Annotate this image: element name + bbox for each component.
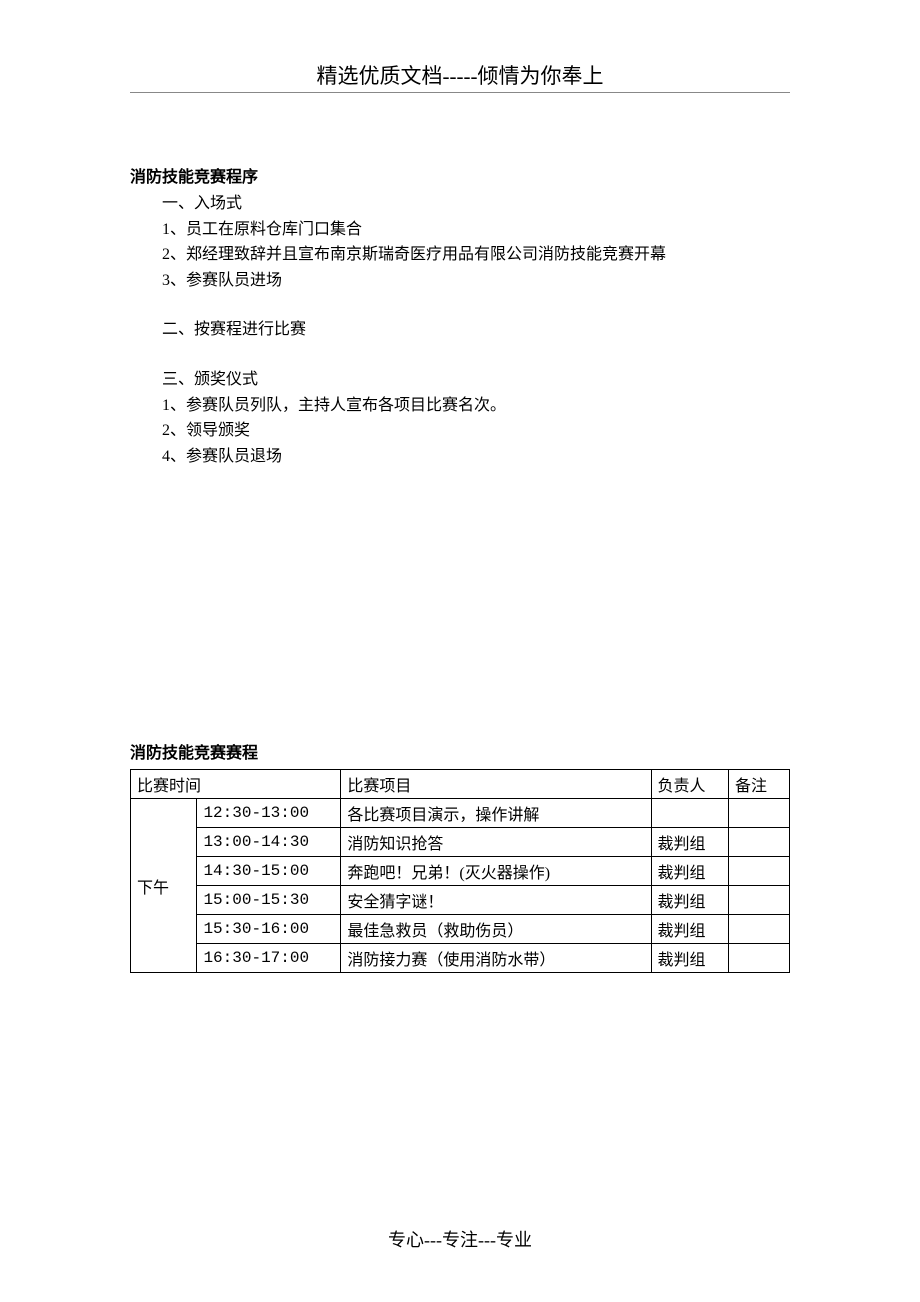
cell-event: 消防接力赛（使用消防水带） bbox=[341, 944, 651, 973]
sub1-item3: 3、参赛队员进场 bbox=[130, 268, 790, 294]
cell-note bbox=[729, 828, 790, 857]
sub1-title: 一、入场式 bbox=[130, 191, 790, 217]
sub3-item2: 2、领导颁奖 bbox=[130, 418, 790, 444]
cell-time: 14:30-15:00 bbox=[197, 857, 341, 886]
page-footer: 专心---专注---专业 bbox=[0, 1226, 920, 1252]
section2-title: 消防技能竞赛赛程 bbox=[130, 739, 790, 763]
table-row: 16:30-17:00 消防接力赛（使用消防水带） 裁判组 bbox=[131, 944, 790, 973]
cell-time: 12:30-13:00 bbox=[197, 799, 341, 828]
big-spacer bbox=[130, 469, 790, 739]
sub1-item1: 1、员工在原料仓库门口集合 bbox=[130, 217, 790, 243]
section-program: 消防技能竞赛程序 一、入场式 1、员工在原料仓库门口集合 2、郑经理致辞并且宣布… bbox=[130, 163, 790, 469]
sub3-item3: 4、参赛队员退场 bbox=[130, 444, 790, 470]
sub1-item2: 2、郑经理致辞并且宣布南京斯瑞奇医疗用品有限公司消防技能竞赛开幕 bbox=[130, 242, 790, 268]
th-event: 比赛项目 bbox=[341, 770, 651, 799]
table-row: 15:00-15:30 安全猜字谜！ 裁判组 bbox=[131, 886, 790, 915]
schedule-table-container: 比赛时间 比赛项目 负责人 备注 下午 12:30-13:00 各比赛项目演示，… bbox=[130, 769, 790, 973]
page-header: 精选优质文档-----倾情为你奉上 bbox=[130, 60, 790, 90]
cell-time: 13:00-14:30 bbox=[197, 828, 341, 857]
cell-person: 裁判组 bbox=[651, 944, 729, 973]
sub2-title: 二、按赛程进行比赛 bbox=[130, 317, 790, 343]
cell-time: 15:30-16:00 bbox=[197, 915, 341, 944]
cell-time: 16:30-17:00 bbox=[197, 944, 341, 973]
cell-event: 奔跑吧！兄弟！(灭火器操作) bbox=[341, 857, 651, 886]
table-row: 下午 12:30-13:00 各比赛项目演示，操作讲解 bbox=[131, 799, 790, 828]
cell-period: 下午 bbox=[131, 799, 197, 973]
cell-note bbox=[729, 886, 790, 915]
cell-note bbox=[729, 799, 790, 828]
spacer bbox=[130, 343, 790, 367]
cell-person: 裁判组 bbox=[651, 828, 729, 857]
schedule-table: 比赛时间 比赛项目 负责人 备注 下午 12:30-13:00 各比赛项目演示，… bbox=[130, 769, 790, 973]
spacer bbox=[130, 293, 790, 317]
th-person: 负责人 bbox=[651, 770, 729, 799]
cell-person: 裁判组 bbox=[651, 886, 729, 915]
table-header-row: 比赛时间 比赛项目 负责人 备注 bbox=[131, 770, 790, 799]
header-underline bbox=[130, 92, 790, 93]
th-note: 备注 bbox=[729, 770, 790, 799]
cell-event: 安全猜字谜！ bbox=[341, 886, 651, 915]
th-time: 比赛时间 bbox=[131, 770, 341, 799]
cell-event: 最佳急救员（救助伤员） bbox=[341, 915, 651, 944]
sub3-title: 三、颁奖仪式 bbox=[130, 367, 790, 393]
cell-note bbox=[729, 915, 790, 944]
table-row: 13:00-14:30 消防知识抢答 裁判组 bbox=[131, 828, 790, 857]
section1-title: 消防技能竞赛程序 bbox=[130, 163, 790, 187]
table-row: 14:30-15:00 奔跑吧！兄弟！(灭火器操作) 裁判组 bbox=[131, 857, 790, 886]
cell-time: 15:00-15:30 bbox=[197, 886, 341, 915]
cell-note bbox=[729, 944, 790, 973]
sub3-item1: 1、参赛队员列队，主持人宣布各项目比赛名次。 bbox=[130, 393, 790, 419]
table-row: 15:30-16:00 最佳急救员（救助伤员） 裁判组 bbox=[131, 915, 790, 944]
cell-person: 裁判组 bbox=[651, 915, 729, 944]
cell-person bbox=[651, 799, 729, 828]
cell-event: 消防知识抢答 bbox=[341, 828, 651, 857]
cell-note bbox=[729, 857, 790, 886]
document-page: 精选优质文档-----倾情为你奉上 消防技能竞赛程序 一、入场式 1、员工在原料… bbox=[0, 0, 920, 1013]
cell-event: 各比赛项目演示，操作讲解 bbox=[341, 799, 651, 828]
cell-person: 裁判组 bbox=[651, 857, 729, 886]
